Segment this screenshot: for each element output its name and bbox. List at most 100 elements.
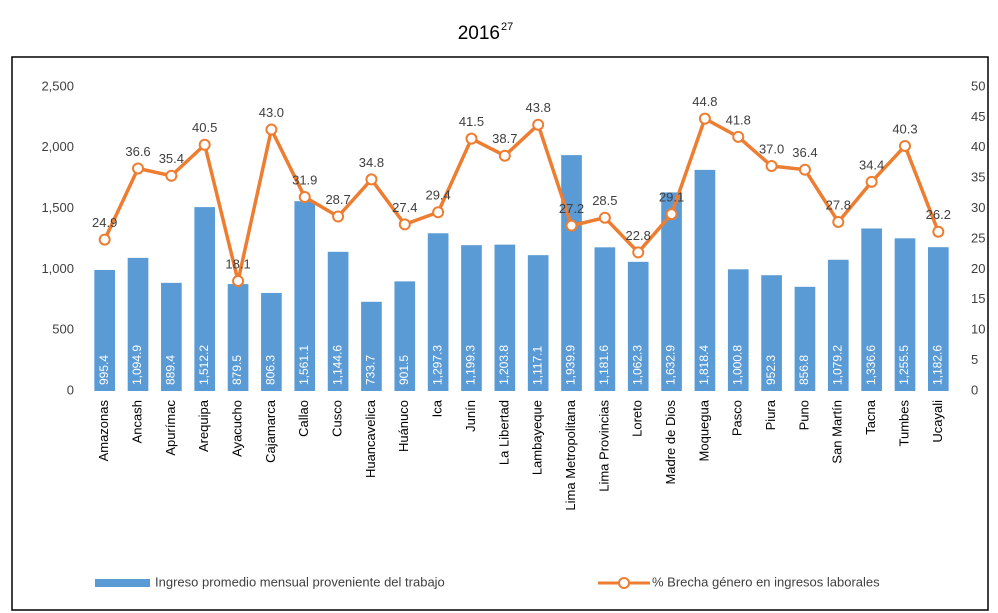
y2-tick-label: 15 xyxy=(971,291,985,306)
line-value-label: 18.1 xyxy=(225,256,250,271)
bar xyxy=(627,261,649,391)
bar-value-label: 1,297.3 xyxy=(430,345,444,385)
bar-value-label: 856.8 xyxy=(797,355,811,385)
x-tick-label: Lima Metropolitana xyxy=(563,399,578,510)
line-point xyxy=(632,246,645,259)
y2-tick-label: 30 xyxy=(971,200,985,215)
chart-title: 2016 xyxy=(458,23,500,44)
legend-label: Ingreso promedio mensual proveniente del… xyxy=(155,574,445,589)
x-tick-label: Cusco xyxy=(330,400,345,437)
y2-tick-label: 35 xyxy=(971,170,985,185)
bar-value-label: 1,561.1 xyxy=(297,345,311,385)
x-tick-label: La Libertad xyxy=(496,400,511,465)
bar xyxy=(294,201,316,391)
bar-value-label: 1,939.9 xyxy=(564,345,578,385)
bar xyxy=(261,292,282,391)
x-tick-label: Huánuco xyxy=(396,400,411,452)
line-point xyxy=(832,215,845,228)
bar xyxy=(194,207,216,391)
bar xyxy=(394,281,416,391)
bar xyxy=(794,286,816,391)
y2-tick-label: 25 xyxy=(971,230,985,245)
y2-tick-label: 50 xyxy=(971,78,985,93)
y-tick-label: 1,000 xyxy=(41,261,74,276)
line-point xyxy=(898,139,911,152)
bar xyxy=(227,284,249,391)
line-point xyxy=(565,219,578,232)
y-tick-label: 0 xyxy=(67,382,74,397)
x-tick-label: Lambayeque xyxy=(530,400,545,475)
chart-border xyxy=(11,56,989,611)
line-point xyxy=(265,123,278,136)
bar-value-label: 1,818.4 xyxy=(697,345,711,385)
bar xyxy=(694,169,716,391)
bar-value-label: 1,094.9 xyxy=(130,345,144,385)
x-tick-label: Ayacucho xyxy=(229,400,244,457)
x-tick-label: Ancash xyxy=(129,400,144,443)
bar xyxy=(94,269,116,391)
bar-value-label: 1,000.8 xyxy=(730,345,744,385)
line-point xyxy=(532,118,545,131)
x-tick-label: Madre de Dios xyxy=(663,400,678,485)
line-value-label: 41.5 xyxy=(459,114,484,129)
bar xyxy=(661,192,682,391)
line-value-label: 28.5 xyxy=(592,193,617,208)
bar-value-label: 1,079.2 xyxy=(830,345,844,385)
x-tick-label: Callao xyxy=(296,400,311,437)
x-tick-label: Tacna xyxy=(863,399,878,434)
line-value-label: 29.4 xyxy=(425,188,450,203)
x-tick-label: Piura xyxy=(763,399,778,430)
bar-value-label: 995.4 xyxy=(97,355,111,385)
x-tick-label: Ucayali xyxy=(930,400,945,443)
bar xyxy=(761,275,782,391)
y2-tick-label: 10 xyxy=(971,322,985,337)
y-tick-label: 2,000 xyxy=(41,139,74,154)
x-tick-label: Apurímac xyxy=(163,400,178,456)
bar-value-label: 1,144.6 xyxy=(330,345,344,385)
line-value-label: 27.2 xyxy=(559,201,584,216)
line-point xyxy=(198,138,211,151)
line-value-label: 38.7 xyxy=(492,131,517,146)
bar-value-label: 1,182.6 xyxy=(930,345,944,385)
bar xyxy=(327,251,349,391)
line-point xyxy=(698,112,711,125)
line-value-label: 27.4 xyxy=(392,200,417,215)
line-value-label: 29.1 xyxy=(659,190,684,205)
line-point xyxy=(232,274,245,287)
legend-marker xyxy=(618,577,630,589)
x-tick-label: San Martín xyxy=(830,400,845,464)
bar xyxy=(361,301,382,391)
bar-value-label: 879.5 xyxy=(230,355,244,385)
y-tick-label: 2,500 xyxy=(41,78,74,93)
line-point xyxy=(932,225,945,238)
legend-label: % Brecha género en ingresos laborales xyxy=(652,574,880,589)
line-value-label: 36.6 xyxy=(125,144,150,159)
bar xyxy=(161,282,182,391)
line-point xyxy=(465,132,478,145)
bar xyxy=(494,244,516,391)
bar-value-label: 733.7 xyxy=(364,355,378,385)
bar-value-label: 1,336.6 xyxy=(864,345,878,385)
line-value-label: 26.2 xyxy=(926,207,951,222)
y-tick-label: 1,500 xyxy=(41,200,74,215)
bar-value-label: 1,512.2 xyxy=(197,345,211,385)
x-tick-label: Puno xyxy=(796,400,811,430)
line-value-label: 40.3 xyxy=(892,121,917,136)
bar xyxy=(827,259,849,391)
bar xyxy=(461,245,482,391)
bar xyxy=(527,255,549,391)
y2-tick-label: 45 xyxy=(971,109,985,124)
line-point xyxy=(398,218,411,231)
line-point xyxy=(298,191,311,204)
line-value-label: 22.8 xyxy=(626,228,651,243)
bar xyxy=(594,247,616,391)
bar xyxy=(927,247,949,391)
bar xyxy=(894,238,916,391)
line-value-label: 37.0 xyxy=(759,141,784,156)
x-tick-label: Ica xyxy=(430,399,445,417)
x-tick-label: Huancavelica xyxy=(363,399,378,478)
line-point xyxy=(432,206,445,219)
line-value-label: 40.5 xyxy=(192,120,217,135)
line-value-label: 36.4 xyxy=(792,145,817,160)
line-value-label: 44.8 xyxy=(692,94,717,109)
